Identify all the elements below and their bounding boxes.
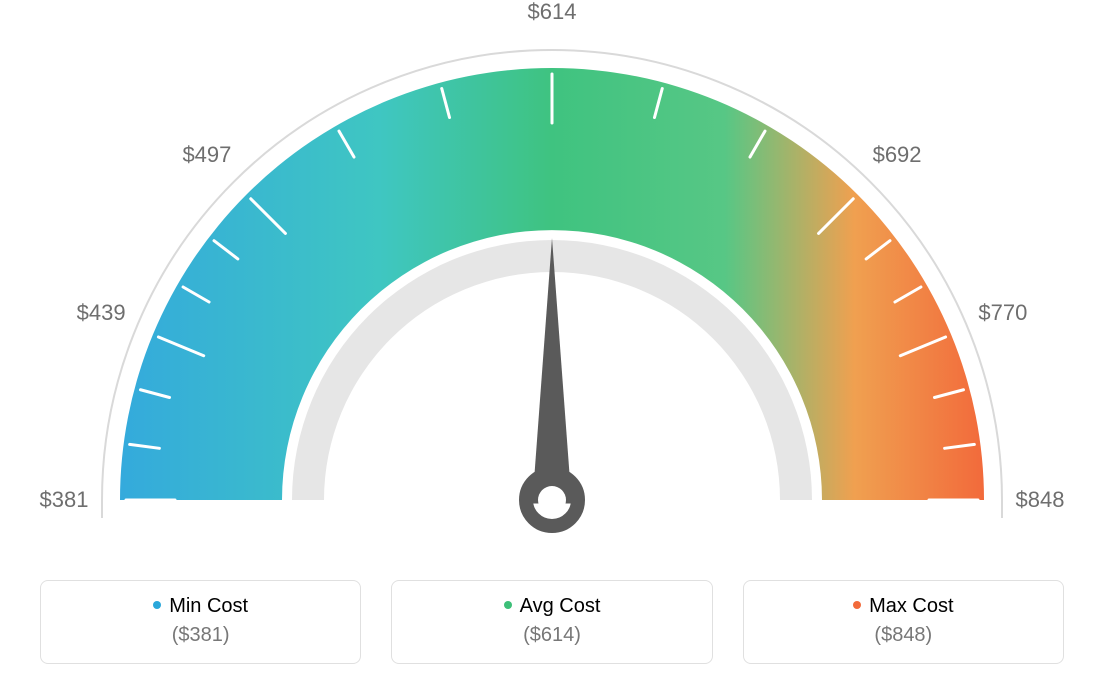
legend-value-avg: ($614) bbox=[402, 624, 701, 647]
legend-label-min: Min Cost bbox=[169, 595, 248, 617]
legend-label-avg: Avg Cost bbox=[520, 595, 601, 617]
dot-icon bbox=[853, 601, 861, 609]
tick-label: $381 bbox=[40, 487, 89, 513]
tick-label: $770 bbox=[978, 300, 1027, 326]
tick-label: $692 bbox=[873, 142, 922, 168]
legend-value-max: ($848) bbox=[754, 624, 1053, 647]
tick-label: $497 bbox=[182, 142, 231, 168]
needle-hub-hole bbox=[538, 486, 566, 514]
legend-value-min: ($381) bbox=[51, 624, 350, 647]
dot-icon bbox=[153, 601, 161, 609]
legend-title-max: Max Cost bbox=[754, 595, 1053, 618]
legend-label-max: Max Cost bbox=[869, 595, 953, 617]
tick-label: $848 bbox=[1016, 487, 1065, 513]
legend-title-min: Min Cost bbox=[51, 595, 350, 618]
dot-icon bbox=[504, 601, 512, 609]
legend-card-max: Max Cost ($848) bbox=[743, 580, 1064, 664]
legend-row: Min Cost ($381) Avg Cost ($614) Max Cost… bbox=[0, 560, 1104, 664]
legend-card-min: Min Cost ($381) bbox=[40, 580, 361, 664]
cost-gauge-chart: $381 $439 $497 $614 $692 $770 $848 Min Cost ($… bbox=[0, 0, 1104, 690]
gauge-svg bbox=[0, 0, 1104, 560]
gauge-area: $381 $439 $497 $614 $692 $770 $848 bbox=[0, 0, 1104, 560]
legend-card-avg: Avg Cost ($614) bbox=[391, 580, 712, 664]
tick-label: $439 bbox=[77, 300, 126, 326]
needle bbox=[532, 238, 571, 503]
tick-label: $614 bbox=[528, 0, 577, 25]
legend-title-avg: Avg Cost bbox=[402, 595, 701, 618]
